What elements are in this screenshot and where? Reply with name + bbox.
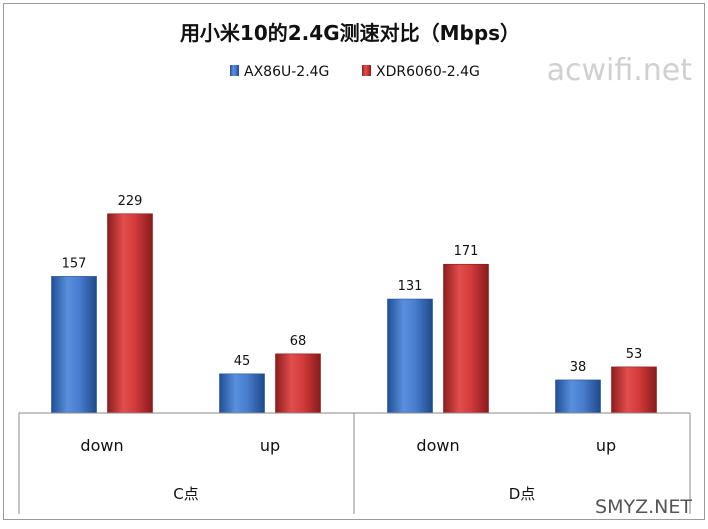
legend-swatch-2: [362, 65, 371, 76]
category-label-2: down: [416, 436, 459, 455]
category-label-3: up: [596, 436, 616, 455]
bar-ax86u-1: [219, 373, 265, 414]
bar-xdr6060-3: [611, 366, 657, 414]
legend: AX86U-2.4G XDR6060-2.4G: [230, 64, 480, 80]
bar-xdr6060-0: [107, 213, 153, 414]
data-label-xdr6060-0: 229: [118, 194, 143, 209]
data-label-ax86u-1: 45: [234, 354, 251, 369]
bar-ax86u-0: [51, 276, 97, 414]
data-label-ax86u-2: 131: [398, 279, 423, 294]
watermark-smyz: SMYZ.NET: [595, 496, 692, 518]
data-label-xdr6060-1: 68: [290, 334, 307, 349]
legend-label-2: XDR6060-2.4G: [376, 64, 480, 80]
group-label-1: D点: [509, 485, 536, 503]
bar-xdr6060-1: [275, 353, 321, 414]
group-label-0: C点: [173, 485, 198, 503]
bar-ax86u-3: [555, 379, 601, 414]
category-label-0: down: [80, 436, 123, 455]
bar-xdr6060-2: [443, 263, 489, 414]
data-label-ax86u-3: 38: [570, 360, 587, 375]
legend-label-1: AX86U-2.4G: [244, 64, 329, 80]
data-label-xdr6060-3: 53: [626, 347, 643, 362]
legend-swatch-1: [230, 65, 239, 76]
data-label-ax86u-0: 157: [62, 256, 87, 271]
plot-area: 157 229 45 68 131 171 38 53 down up down up C点 D点: [18, 194, 691, 514]
watermark-acwifi: acwifi.net: [547, 53, 693, 88]
chart-title: 用小米10的2.4G测速对比（Mbps）: [180, 21, 520, 45]
category-label-1: up: [260, 436, 280, 455]
chart-border: [3, 3, 705, 520]
bar-ax86u-2: [387, 298, 433, 414]
data-label-xdr6060-2: 171: [454, 244, 479, 259]
